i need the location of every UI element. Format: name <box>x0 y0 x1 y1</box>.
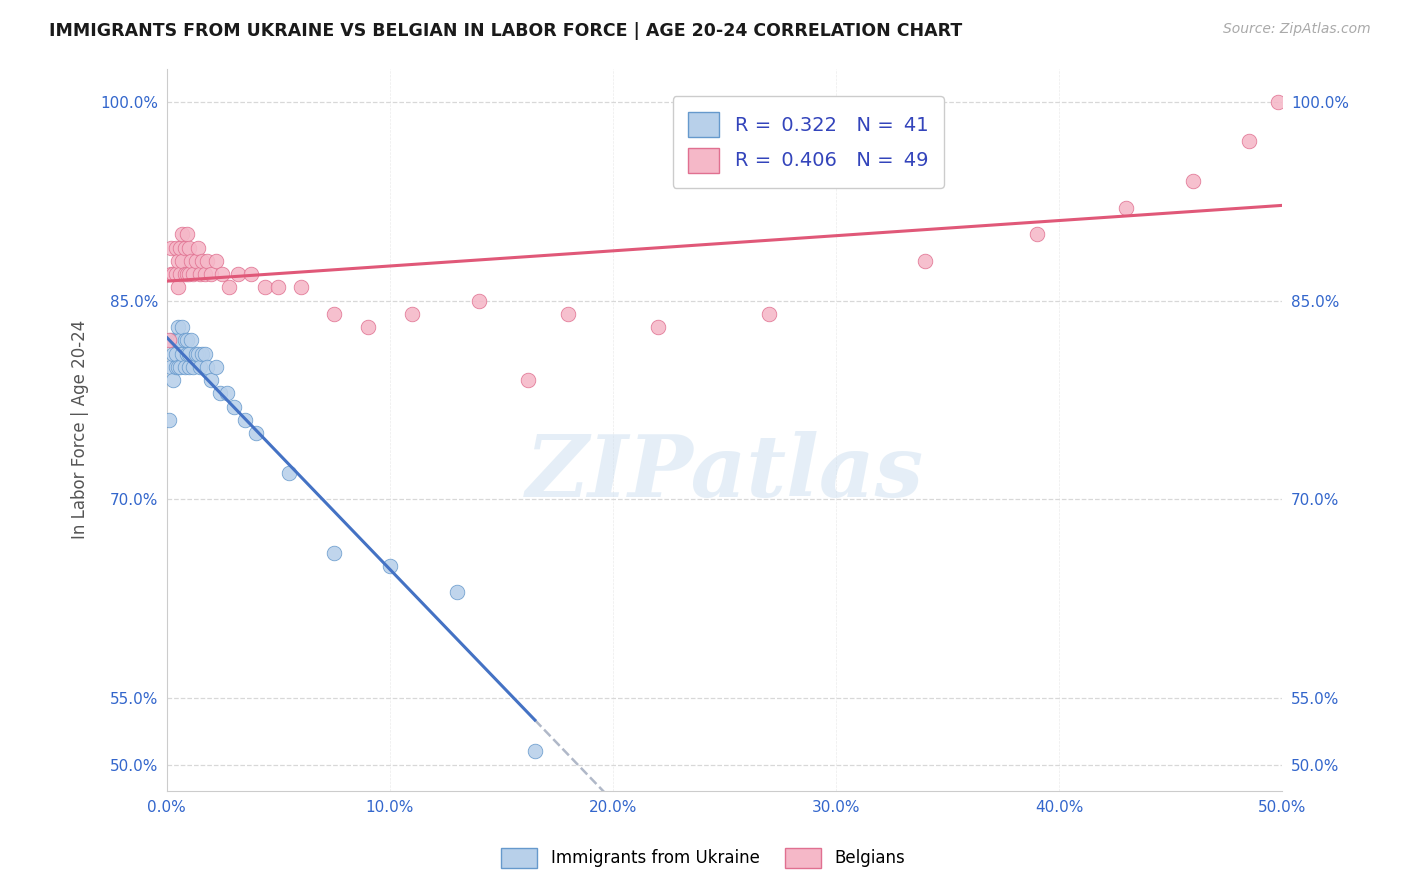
Text: Source: ZipAtlas.com: Source: ZipAtlas.com <box>1223 22 1371 37</box>
Point <box>194 267 217 281</box>
Point <box>176 227 198 242</box>
Point <box>162 373 184 387</box>
Point <box>290 280 312 294</box>
Point <box>187 241 209 255</box>
Point <box>267 280 290 294</box>
Point <box>165 346 187 360</box>
Point <box>1182 174 1205 188</box>
Point <box>183 359 205 374</box>
Point <box>166 334 188 348</box>
Point <box>177 359 200 374</box>
Point <box>166 253 188 268</box>
Point <box>204 359 226 374</box>
Point <box>184 346 207 360</box>
Point <box>157 334 180 348</box>
Point <box>200 373 222 387</box>
Point <box>176 267 198 281</box>
Y-axis label: In Labor Force | Age 20-24: In Labor Force | Age 20-24 <box>72 320 89 540</box>
Point <box>195 253 218 268</box>
Point <box>1026 227 1049 242</box>
Point <box>180 253 202 268</box>
Point <box>165 241 187 255</box>
Point <box>160 267 183 281</box>
Point <box>215 386 238 401</box>
Point <box>166 359 188 374</box>
Point <box>240 267 263 281</box>
Point <box>184 253 207 268</box>
Point <box>177 346 200 360</box>
Point <box>1115 201 1137 215</box>
Point <box>194 346 217 360</box>
Point <box>446 585 468 599</box>
Point <box>401 307 423 321</box>
Point <box>160 334 183 348</box>
Point <box>218 280 240 294</box>
Point <box>195 359 218 374</box>
Point <box>177 241 200 255</box>
Point <box>169 334 191 348</box>
Point <box>557 307 579 321</box>
Text: IMMIGRANTS FROM UKRAINE VS BELGIAN IN LABOR FORCE | AGE 20-24 CORRELATION CHART: IMMIGRANTS FROM UKRAINE VS BELGIAN IN LA… <box>49 22 963 40</box>
Point <box>187 346 209 360</box>
Point <box>166 280 188 294</box>
Point <box>172 253 194 268</box>
Point <box>356 320 378 334</box>
Point <box>176 334 198 348</box>
Point <box>1237 135 1260 149</box>
Point <box>191 253 214 268</box>
Point <box>204 253 226 268</box>
Point <box>173 334 195 348</box>
Point <box>173 241 195 255</box>
Point <box>165 267 187 281</box>
Point <box>211 267 233 281</box>
Point <box>172 320 194 334</box>
Point <box>1267 95 1289 109</box>
Point <box>188 359 211 374</box>
Point <box>157 413 180 427</box>
Point <box>245 426 267 441</box>
Point <box>323 307 346 321</box>
Legend: R =  0.322  N =  41, R =  0.406  N =  49: R = 0.322 N = 41, R = 0.406 N = 49 <box>672 96 943 188</box>
Legend: Immigrants from Ukraine, Belgians: Immigrants from Ukraine, Belgians <box>494 841 912 875</box>
Point <box>253 280 276 294</box>
Point <box>191 346 214 360</box>
Point <box>169 267 191 281</box>
Point <box>914 253 936 268</box>
Point <box>176 346 198 360</box>
Point <box>162 267 184 281</box>
Point <box>169 359 191 374</box>
Point <box>183 267 205 281</box>
Point <box>226 267 249 281</box>
Point <box>166 320 188 334</box>
Point <box>278 466 301 480</box>
Point <box>188 267 211 281</box>
Point <box>172 227 194 242</box>
Point <box>177 267 200 281</box>
Point <box>169 241 191 255</box>
Point <box>647 320 669 334</box>
Point <box>758 307 780 321</box>
Point <box>222 400 245 414</box>
Point <box>165 359 187 374</box>
Text: ZIPatlas: ZIPatlas <box>526 432 924 515</box>
Point <box>173 359 195 374</box>
Point <box>468 293 491 308</box>
Point <box>209 386 232 401</box>
Point <box>523 744 546 758</box>
Point <box>160 241 183 255</box>
Point <box>165 334 187 348</box>
Point <box>160 359 183 374</box>
Point <box>173 267 195 281</box>
Point <box>172 346 194 360</box>
Point <box>323 545 346 559</box>
Point <box>378 558 401 573</box>
Point <box>180 334 202 348</box>
Point <box>517 373 540 387</box>
Point <box>162 346 184 360</box>
Point <box>233 413 256 427</box>
Point <box>200 267 222 281</box>
